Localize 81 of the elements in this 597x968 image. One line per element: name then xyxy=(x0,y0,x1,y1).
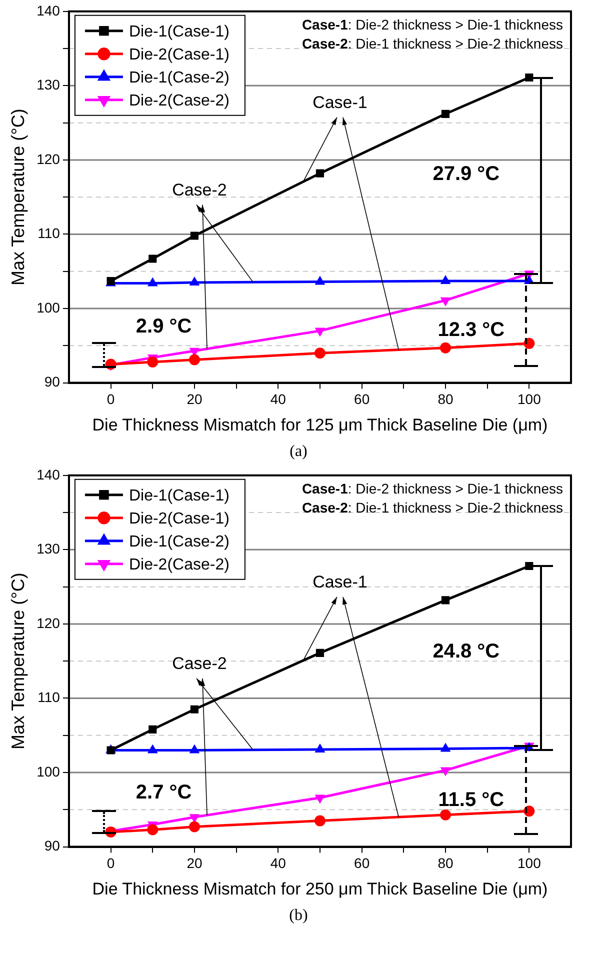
legend-label: Die-1(Case-2) xyxy=(128,69,230,86)
x-tick-label: 40 xyxy=(270,391,286,408)
annotation: Case-2 xyxy=(172,654,227,674)
point xyxy=(188,821,200,832)
point xyxy=(190,705,199,714)
annotation: 2.9 °C xyxy=(136,315,192,338)
point xyxy=(190,277,200,286)
text: (a) xyxy=(288,442,308,462)
legend-label: Die-1(Case-1) xyxy=(128,487,230,504)
point xyxy=(316,169,324,178)
annotation: Case-1 xyxy=(312,572,368,592)
annotation: Case-2: Die-1 thickness > Die-2 thickness xyxy=(302,35,563,52)
legend-label: Die-2(Case-2) xyxy=(128,92,230,110)
y-tick-label: 140 xyxy=(36,466,60,482)
point xyxy=(314,348,326,359)
point xyxy=(315,276,325,285)
x-tick-label: 20 xyxy=(186,855,202,872)
point xyxy=(148,744,158,754)
y-tick-label: 110 xyxy=(38,689,60,706)
legend-label: Die-2(Case-1) xyxy=(128,46,230,64)
point xyxy=(148,725,157,734)
annotation: 24.8 °C xyxy=(432,640,500,663)
y-tick-label: 90 xyxy=(44,838,60,854)
point xyxy=(190,814,200,823)
x-tick-label: 0 xyxy=(106,855,115,872)
annotation: 27.9 °C xyxy=(432,162,500,185)
point xyxy=(316,648,324,657)
x-tick-label: 60 xyxy=(354,855,370,872)
point xyxy=(148,278,158,286)
y-tick-label: 90 xyxy=(44,374,60,390)
legend-label: Die-2(Case-2) xyxy=(128,556,230,574)
legend-label: Die-2(Case-1) xyxy=(128,510,230,528)
point xyxy=(314,815,326,826)
y-tick-label: 100 xyxy=(36,299,60,316)
point xyxy=(315,794,325,804)
text: (b) xyxy=(288,906,309,926)
point xyxy=(440,342,451,354)
point xyxy=(148,254,157,263)
annotation: Case-1: Die-2 thickness > Die-1 thickness xyxy=(302,480,563,496)
annotation: Case-2 xyxy=(172,180,227,200)
x-tick-label: 20 xyxy=(186,391,202,408)
x-tick-label: 100 xyxy=(517,391,542,408)
y-axis-title: Max Temperature (°C) xyxy=(8,572,28,750)
annotation: 12.3 °C xyxy=(438,318,505,341)
y-tick-label: 100 xyxy=(36,763,60,780)
annotation: 2.7 °C xyxy=(136,782,192,804)
y-axis-title: Max Temperature (°C) xyxy=(8,108,28,286)
point xyxy=(147,824,158,836)
legend-label: Die-1(Case-2) xyxy=(128,533,230,550)
x-tick-label: 100 xyxy=(517,855,542,872)
legend-label: Die-1(Case-1) xyxy=(128,23,230,40)
point xyxy=(190,744,200,754)
point xyxy=(441,596,450,604)
x-axis-title: Die Thickness Mismatch for 250 μm Thick Baseline Die (μm) xyxy=(92,879,548,898)
point xyxy=(147,356,158,368)
point xyxy=(441,110,450,118)
y-tick-label: 120 xyxy=(36,614,60,631)
point xyxy=(440,297,450,306)
x-tick-label: 80 xyxy=(438,391,454,408)
point xyxy=(440,276,450,284)
point xyxy=(440,809,451,820)
annotation: 11.5 °C xyxy=(438,788,504,811)
point xyxy=(315,328,325,336)
x-tick-label: 80 xyxy=(438,855,454,872)
y-tick-label: 130 xyxy=(36,76,60,93)
x-tick-label: 40 xyxy=(270,855,286,872)
annotation: Case-1 xyxy=(312,93,368,112)
y-tick-label: 120 xyxy=(36,150,60,167)
point xyxy=(315,744,325,752)
point xyxy=(188,354,200,366)
point xyxy=(440,767,450,776)
x-axis-title: Die Thickness Mismatch for 125 μm Thick Baseline Die (μm) xyxy=(92,415,548,434)
point xyxy=(190,232,199,240)
x-tick-label: 60 xyxy=(354,391,370,408)
annotation: Case-1: Die-2 thickness > Die-1 thickness xyxy=(302,16,563,32)
annotation: Case-2: Die-1 thickness > Die-2 thickness xyxy=(302,499,563,516)
point xyxy=(440,743,450,752)
y-tick-label: 110 xyxy=(38,225,60,242)
y-tick-label: 140 xyxy=(36,2,60,18)
y-tick-label: 130 xyxy=(36,540,60,557)
x-tick-label: 0 xyxy=(106,391,115,408)
